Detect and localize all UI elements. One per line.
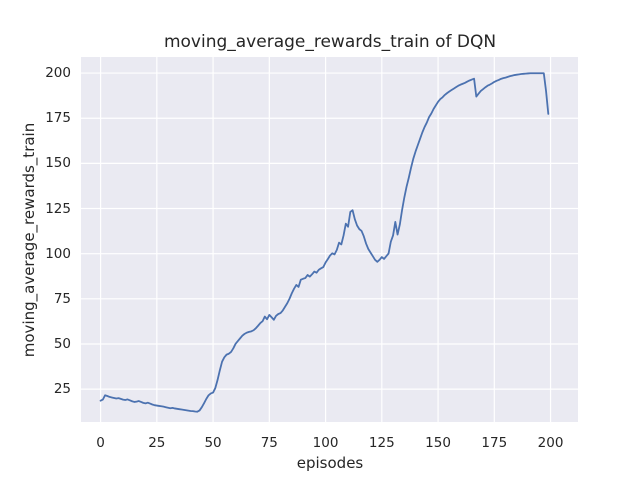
line-series <box>99 72 550 413</box>
x-tick-label: 150 <box>425 435 451 451</box>
y-tick-label: 200 <box>45 65 71 82</box>
x-tick-label: 200 <box>537 435 564 451</box>
x-tick-label: 125 <box>368 435 395 451</box>
y-tick-label: 150 <box>45 155 71 172</box>
x-tick-label: 175 <box>481 435 508 451</box>
y-tick-label: 175 <box>45 110 71 127</box>
chart-title: moving_average_rewards_train of DQN <box>163 32 497 52</box>
line-chart <box>81 57 578 422</box>
x-tick-label: 25 <box>148 435 166 451</box>
plot-area <box>81 57 578 422</box>
y-tick-label: 75 <box>53 290 71 307</box>
x-tick-label: 50 <box>204 435 222 451</box>
y-tick-label: 50 <box>53 335 71 352</box>
x-tick-label: 0 <box>96 435 105 451</box>
x-tick-label: 100 <box>312 435 339 451</box>
x-tick-label: 75 <box>260 435 278 451</box>
x-axis-label: episodes <box>296 454 364 472</box>
y-tick-label: 25 <box>53 381 71 398</box>
y-tick-label: 100 <box>45 245 71 262</box>
y-tick-label: 125 <box>45 200 71 217</box>
